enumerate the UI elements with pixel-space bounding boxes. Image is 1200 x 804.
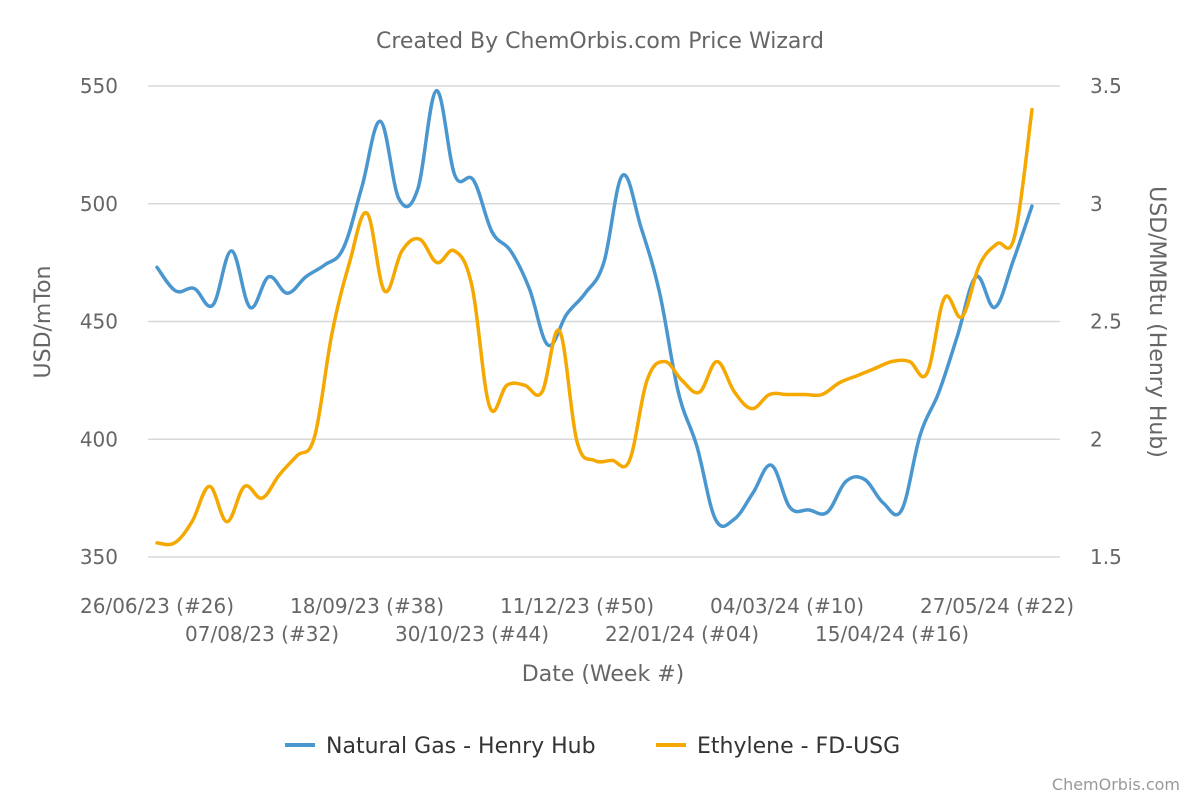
x-tick-label: 30/10/23 (#44) <box>395 622 549 646</box>
chart-title: Created By ChemOrbis.com Price Wizard <box>376 29 824 54</box>
legend: Natural Gas - Henry Hub Ethylene - FD-US… <box>285 734 900 759</box>
x-axis-ticks: 26/06/23 (#26) 07/08/23 (#32) 18/09/23 (#3… <box>80 594 1074 646</box>
series-lines <box>155 88 1034 547</box>
x-tick-label: 15/04/24 (#16) <box>815 622 969 646</box>
legend-label-ethylene: Ethylene - FD-USG <box>697 734 900 759</box>
x-tick-label: 22/01/24 (#04) <box>605 622 759 646</box>
y-right-tick-label: 3.5 <box>1090 74 1122 98</box>
y-left-tick-label: 400 <box>80 427 118 451</box>
x-tick-label: 11/12/23 (#50) <box>500 594 654 618</box>
legend-item-natural-gas[interactable]: Natural Gas - Henry Hub <box>285 734 596 759</box>
right-axis-ticks: 1.5 2 2.5 3 3.5 <box>1090 74 1122 569</box>
y-right-tick-label: 3 <box>1090 192 1103 216</box>
x-axis-label: Date (Week #) <box>522 662 684 687</box>
left-axis-ticks: 350 400 450 500 550 <box>80 74 118 569</box>
x-tick-label: 07/08/23 (#32) <box>185 622 339 646</box>
x-tick-label: 27/05/24 (#22) <box>920 594 1074 618</box>
legend-label-natural-gas: Natural Gas - Henry Hub <box>326 734 596 759</box>
y-axis-right-label: USD/MMBtu (Henry Hub) <box>1144 186 1169 458</box>
series-line-natural-gas[interactable] <box>155 88 1034 529</box>
y-left-tick-label: 350 <box>80 545 118 569</box>
credit-text: ChemOrbis.com <box>1052 775 1180 794</box>
series-line-ethylene[interactable] <box>155 107 1034 547</box>
x-tick-label: 18/09/23 (#38) <box>290 594 444 618</box>
x-tick-label: 04/03/24 (#10) <box>710 594 864 618</box>
y-axis-left-label: USD/mTon <box>31 266 56 379</box>
y-right-tick-label: 1.5 <box>1090 545 1122 569</box>
y-left-tick-label: 550 <box>80 74 118 98</box>
x-tick-label: 26/06/23 (#26) <box>80 594 234 618</box>
y-left-tick-label: 450 <box>80 310 118 334</box>
grid-lines <box>148 85 1060 558</box>
legend-item-ethylene[interactable]: Ethylene - FD-USG <box>656 734 900 759</box>
y-left-tick-label: 500 <box>80 192 118 216</box>
y-right-tick-label: 2 <box>1090 427 1103 451</box>
y-right-tick-label: 2.5 <box>1090 310 1122 334</box>
